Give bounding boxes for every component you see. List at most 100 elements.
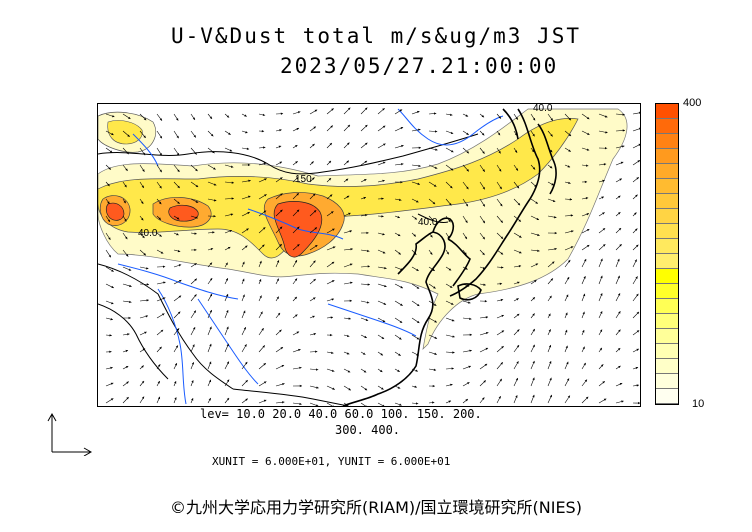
- color-scale-step: [656, 374, 678, 389]
- wind-vector-head: [282, 382, 285, 386]
- wind-vector-head: [277, 312, 281, 316]
- wind-vector-head: [331, 108, 334, 111]
- wind-vector-head: [332, 228, 335, 231]
- wind-vector-head: [330, 316, 334, 319]
- wind-vector-head: [230, 213, 234, 216]
- wind-vector-head: [602, 179, 605, 183]
- wind-vector-head: [128, 116, 131, 119]
- wind-vector-head: [483, 380, 486, 383]
- wind-vector-head: [451, 367, 454, 370]
- wind-vector-head: [465, 203, 468, 207]
- wind-vector-head: [208, 379, 212, 383]
- wind-vector-head: [498, 150, 501, 154]
- wind-vector-head: [312, 143, 315, 147]
- wind-vector-head: [159, 185, 162, 189]
- wind-vector-head: [174, 397, 177, 400]
- wind-vector-head: [313, 278, 316, 282]
- wind-vector-head: [209, 343, 212, 347]
- wind-vector-head: [209, 309, 212, 313]
- wind-vector-head: [431, 218, 434, 221]
- wind-vector-head: [519, 235, 522, 238]
- wind-vector-head: [599, 347, 602, 351]
- wind-vector-head: [346, 195, 350, 198]
- wind-vector-head: [554, 231, 557, 235]
- wind-vector-head: [208, 398, 211, 401]
- color-scale-step: [656, 254, 678, 269]
- wind-vector-head: [315, 350, 318, 353]
- wind-vector-head: [449, 285, 453, 288]
- wind-vector-head: [638, 401, 640, 405]
- wind-vector-head: [282, 401, 285, 404]
- wind-vector-head: [499, 282, 503, 286]
- wind-vector-head: [452, 351, 455, 354]
- wind-vector-head: [146, 299, 149, 302]
- wind-vector-head: [191, 380, 194, 383]
- wind-vector-head: [316, 404, 319, 406]
- wind-vector-head: [532, 344, 535, 348]
- wind-vector-head: [209, 116, 213, 119]
- wind-vector-head: [498, 116, 501, 119]
- wind-vector-head: [515, 117, 518, 120]
- wind-vector-head: [312, 315, 315, 318]
- wind-vector-head: [243, 327, 246, 330]
- wind-vector-head: [349, 299, 352, 303]
- wind-vector-head: [231, 181, 234, 184]
- wind-vector-head: [500, 298, 504, 302]
- wind-vector-head: [600, 364, 604, 367]
- wind-vector-head: [245, 380, 248, 383]
- wind-vector-head: [450, 131, 454, 134]
- wind-vector-head: [500, 362, 503, 365]
- wind-vector-head: [430, 234, 433, 238]
- wind-vector-head: [481, 132, 485, 136]
- wind-vector-head: [231, 197, 234, 200]
- wind-vector-head: [417, 110, 420, 114]
- color-scale-step: [656, 389, 678, 404]
- wind-vector-head: [635, 366, 639, 370]
- wind-vector-head: [585, 396, 589, 400]
- wind-vector-head: [146, 283, 149, 286]
- wind-vector-head: [381, 336, 385, 339]
- wind-vector-head: [107, 201, 110, 204]
- wind-vector-head: [213, 183, 217, 186]
- wind-vector-head: [532, 117, 536, 121]
- wind-vector-head: [382, 233, 385, 236]
- wind-vector-head: [550, 134, 553, 137]
- wind-vector-head: [634, 259, 637, 262]
- wind-vector-head: [531, 149, 535, 153]
- wind-vector-head: [366, 405, 368, 406]
- wind-vector-head: [450, 383, 453, 387]
- wind-vector-head: [192, 117, 195, 120]
- wind-vector-head: [245, 361, 248, 365]
- wind-vector-head: [604, 146, 608, 150]
- wind-vector-head: [603, 398, 607, 401]
- wind-vector-head: [276, 296, 279, 300]
- color-scale-step: [656, 359, 678, 374]
- wind-vector-head: [586, 229, 590, 232]
- wind-vector-head: [532, 328, 535, 332]
- wind-vector-head: [108, 167, 111, 170]
- wind-vector-head: [515, 168, 519, 171]
- color-scale-step: [656, 149, 678, 164]
- wind-vector-head: [619, 382, 623, 386]
- wind-vector-head: [466, 284, 470, 287]
- wind-vector-head: [347, 107, 351, 111]
- wind-vector-head: [636, 348, 639, 351]
- wind-vector-head: [602, 244, 606, 247]
- wind-vector-head: [483, 283, 486, 286]
- wind-vector-head: [551, 183, 554, 186]
- dust-map: 40.0 150 40.0 40.0: [97, 103, 641, 407]
- wind-vector-head: [213, 215, 216, 218]
- wind-vector-head: [212, 150, 215, 154]
- wind-vector-head: [142, 235, 145, 239]
- wind-vector-head: [532, 313, 535, 316]
- wind-vector-head: [604, 115, 608, 118]
- wind-vector-head: [379, 369, 383, 373]
- wind-vector-head: [124, 218, 127, 222]
- wind-vector-head: [636, 311, 640, 315]
- wind-vector-head: [125, 349, 129, 353]
- wind-vector-head: [328, 160, 332, 164]
- wind-vector-head: [636, 177, 639, 180]
- wind-vector-head: [244, 114, 247, 117]
- wind-vector-head: [416, 303, 420, 307]
- wind-vector-head: [468, 301, 471, 304]
